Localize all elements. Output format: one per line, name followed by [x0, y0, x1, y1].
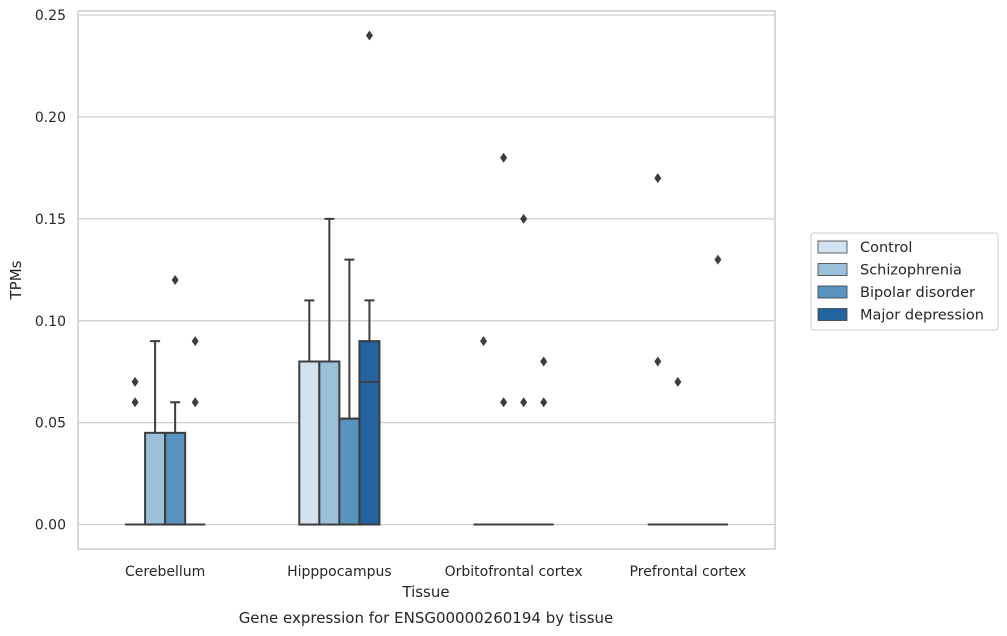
- legend-frame: [810, 232, 999, 331]
- legend-swatch: [817, 263, 848, 276]
- outlier-point: [500, 152, 508, 163]
- box-body: [338, 417, 361, 526]
- outlier-point: [171, 275, 179, 285]
- outlier-point: [365, 30, 373, 41]
- outlier-point: [131, 376, 139, 387]
- x-tick-label: Hipppocampus: [287, 564, 392, 580]
- outlier-point: [191, 336, 199, 347]
- plot-frame: [77, 10, 776, 550]
- box-control: [298, 299, 321, 526]
- box-control: [647, 173, 668, 526]
- outlier-point: [191, 397, 199, 408]
- y-tick-label: 0.15: [35, 212, 66, 228]
- y-tick-label: 0.25: [35, 8, 66, 24]
- y-axis-title: TPMs: [7, 260, 25, 300]
- box-body: [298, 360, 321, 526]
- box-body: [318, 360, 341, 526]
- x-tick-label: Orbitofrontal cortex: [445, 564, 583, 580]
- x-tick-label: Cerebellum: [125, 564, 205, 580]
- outlier-point: [500, 397, 508, 408]
- legend-label: Control: [860, 240, 912, 256]
- box-major-depression: [533, 356, 554, 526]
- axis-ticks: 0.00 0.05 0.10 0.15 0.20 0.25 Cerebellum Hipppo…: [35, 8, 746, 580]
- legend: Control Schizophrenia Bipolar disorder Majo…: [810, 232, 999, 331]
- outlier-point: [674, 376, 682, 387]
- box-schizophrenia: [493, 152, 514, 526]
- y-tick-label: 0.05: [35, 416, 66, 432]
- y-tick-label: 0.10: [35, 314, 66, 330]
- legend-label: Major depression: [860, 308, 984, 324]
- y-tick-label: 0.00: [35, 518, 66, 534]
- legend-swatch: [817, 308, 848, 321]
- outlier-point: [520, 397, 528, 408]
- legend-swatch: [817, 240, 848, 254]
- box-schizophrenia: [667, 376, 688, 526]
- box-schizophrenia: [144, 340, 167, 526]
- outlier-point: [520, 213, 528, 224]
- box-bipolar-disorder: [338, 258, 361, 526]
- x-axis-title: Tissue: [401, 583, 449, 601]
- figure-caption: Gene expression for ENSG00000260194 by t…: [239, 609, 614, 627]
- outlier-point: [654, 173, 662, 184]
- boxes: [125, 30, 728, 526]
- box-bipolar-disorder: [164, 275, 187, 526]
- legend-swatch: [817, 285, 848, 299]
- box-major-depression: [358, 30, 381, 526]
- box-bipolar-disorder: [513, 213, 534, 526]
- legend-label: Schizophrenia: [860, 263, 962, 279]
- box-major-depression: [707, 254, 728, 526]
- box-body: [358, 340, 381, 526]
- box-control: [473, 336, 494, 526]
- legend-label: Bipolar disorder: [860, 285, 975, 301]
- box-body: [164, 431, 187, 526]
- outlier-point: [131, 397, 139, 408]
- outlier-point: [540, 356, 548, 367]
- x-tick-label: Prefrontal cortex: [630, 564, 747, 580]
- box-control: [125, 376, 146, 526]
- box-schizophrenia: [318, 217, 341, 526]
- box-body: [144, 431, 167, 526]
- outlier-point: [654, 356, 662, 367]
- y-tick-label: 0.20: [35, 110, 66, 126]
- outlier-point: [714, 254, 722, 265]
- outlier-point: [480, 336, 488, 347]
- box-major-depression: [185, 336, 206, 526]
- outlier-point: [540, 397, 548, 408]
